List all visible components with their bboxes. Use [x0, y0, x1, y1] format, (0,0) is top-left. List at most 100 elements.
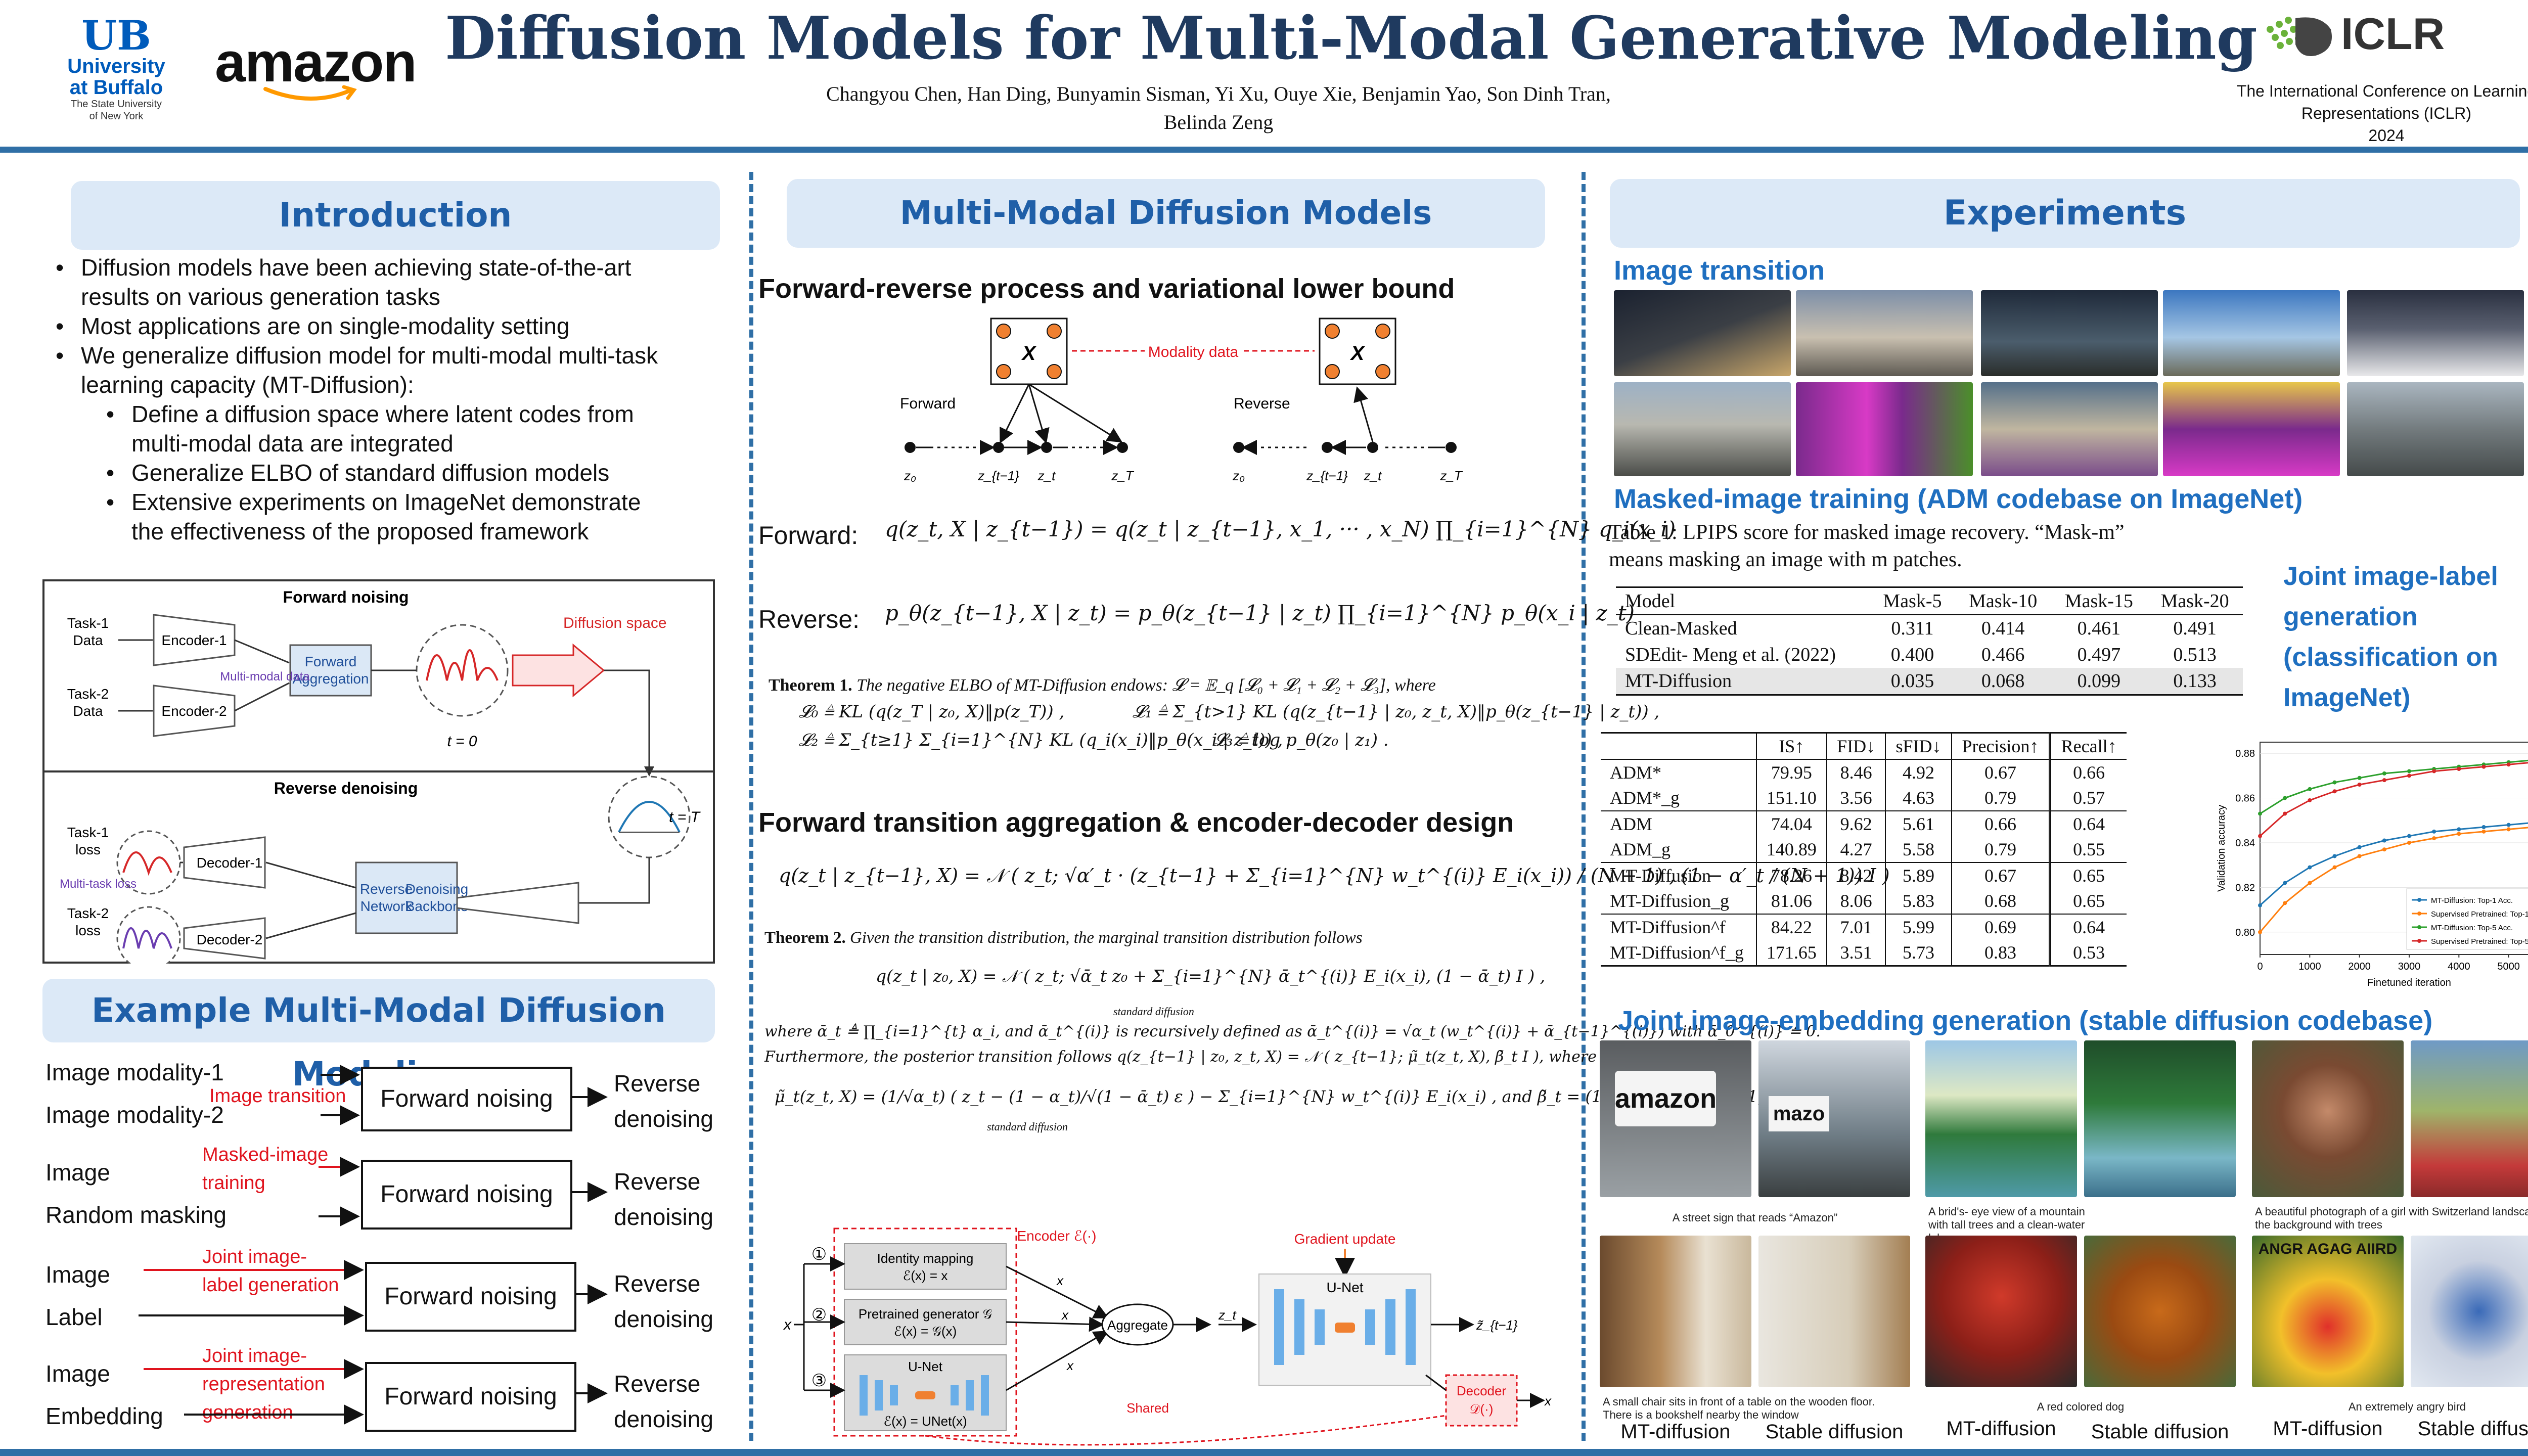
authors-line-2: Belinda Zeng — [1163, 111, 1274, 133]
angry-bird-photo-mt: ANGR AGAG AIIRD — [2252, 1236, 2404, 1387]
caption-dog: A red colored dog — [2037, 1400, 2125, 1413]
svg-text:Identity mapping: Identity mapping — [877, 1251, 974, 1266]
svg-text:Denoising: Denoising — [405, 881, 469, 897]
poster-title: Diffusion Models for Multi-Modal Generat… — [445, 4, 2258, 73]
reverse-graph-label: Reverse — [1234, 395, 1290, 412]
row1-input2: Image modality-2 — [46, 1102, 224, 1128]
svg-text:U-Net: U-Net — [1326, 1280, 1363, 1295]
intro-bullet-2: Most applications are on single-modality… — [56, 311, 733, 341]
svg-text:X: X — [1350, 342, 1366, 365]
modality-data-label: Modality data — [1148, 344, 1239, 360]
mmdm-subheading-2: Forward transition aggregation & encoder… — [758, 807, 1514, 838]
table-row: MT-Diffusion_g 81.06 8.06 5.83 0.68 0.65 — [1601, 888, 2127, 914]
series-4-point — [2407, 774, 2411, 778]
series-1-point — [2432, 829, 2436, 834]
dusk-sky-photo — [1981, 290, 2158, 376]
svg-text:ℰ(x) = UNet(x): ℰ(x) = UNet(x) — [883, 1414, 967, 1429]
joint-embedding-grid: amazon mazo A street sign that reads “Am… — [1600, 1040, 2528, 1450]
girl-photo-mt — [2252, 1040, 2404, 1197]
row4-reverse: Reverse denoising — [614, 1371, 713, 1432]
example-rows: Image modality-1 Image modality-2 Image … — [42, 1052, 745, 1446]
svg-text:z̃_{t−1}: z̃_{t−1} — [1476, 1317, 1518, 1333]
table-row: ADM* 79.95 8.46 4.92 0.67 0.66 — [1601, 759, 2127, 785]
series-1-point — [2357, 845, 2362, 849]
svg-text:ℰ(x) = x: ℰ(x) = x — [903, 1268, 948, 1283]
ub-mark-icon: UB — [81, 12, 151, 59]
row2-input2: Random masking — [46, 1202, 227, 1228]
y-tick-label: 0.82 — [2235, 882, 2255, 893]
legend-marker-3 — [2417, 925, 2421, 929]
example-arrows — [139, 1065, 608, 1425]
highway-photo — [2347, 382, 2524, 476]
multitask-loss-label: Multi-task loss — [60, 877, 137, 891]
x-tick-label: 4000 — [2448, 961, 2470, 972]
joint-label-heading: Joint image-label generation (classifica… — [2283, 562, 2498, 712]
caption-bird: An extremely angry bird — [2348, 1400, 2466, 1413]
series-2-point — [2432, 836, 2436, 841]
caption-girl: A beautiful photograph of a girl with Sw… — [2255, 1205, 2528, 1231]
y-axis-label: Validation accuracy — [2216, 805, 2227, 892]
row4-input1: Image — [46, 1360, 110, 1387]
authors-line-1: Changyou Chen, Han Ding, Bunyamin Sisman… — [826, 82, 1611, 105]
svg-text:U-Net: U-Net — [908, 1359, 943, 1374]
conference-name: The International Conference on Learning… — [2194, 80, 2528, 147]
ub-name-1: University — [67, 55, 165, 77]
mmdm-heading: Multi-Modal Diffusion Models — [787, 179, 1545, 248]
introduction-heading: Introduction — [71, 181, 720, 250]
label-sd-1: Stable diffusion — [1765, 1421, 1904, 1443]
series-1-point — [2457, 827, 2461, 832]
encoder-2-shape — [153, 685, 236, 737]
y-tick-label: 0.86 — [2235, 793, 2255, 804]
masked-training-heading: Masked-image training (ADM codebase on I… — [1614, 484, 2303, 514]
series-3-point — [2332, 780, 2337, 785]
svg-text:z_{t−1}: z_{t−1} — [1306, 468, 1348, 483]
series-1-point — [2332, 854, 2337, 858]
svg-text:z_T: z_T — [1439, 468, 1463, 483]
forward-aggregation-box — [289, 644, 372, 697]
label-mt-1: MT-diffusion — [1620, 1421, 1731, 1443]
encoder-1-shape — [153, 614, 236, 666]
series-2-point — [2457, 832, 2461, 836]
series-3-point — [2308, 787, 2312, 791]
row3-input1: Image — [46, 1261, 110, 1288]
joint-embedding-heading: Joint image-embedding generation (stable… — [1618, 1006, 2433, 1036]
table-row: SDEdit- Meng et al. (2022) 0.400 0.466 0.… — [1625, 644, 2217, 665]
transition-equation: q(z_t | z_{t−1}, X) = 𝒩 ( z_t; √α′_t · (… — [779, 864, 1890, 887]
row4-forward-box: Forward noising — [365, 1362, 576, 1432]
x-tick-label: 0 — [2257, 961, 2263, 972]
ub-sub-1: The State University — [70, 99, 162, 110]
x-axis-label: Finetuned iteration — [2367, 977, 2451, 988]
svg-text:x: x — [1056, 1273, 1064, 1288]
row4-task: Joint image-representation generation — [202, 1345, 325, 1423]
decoder-2-label: Decoder-2 — [197, 932, 263, 947]
svg-text:x: x — [1061, 1307, 1069, 1323]
svg-text:Encoder ℰ(·): Encoder ℰ(·) — [1017, 1228, 1097, 1244]
header-rule — [0, 147, 2528, 153]
ub-logo: UB University at Buffalo The State Unive… — [56, 15, 177, 122]
validation-accuracy-chart: 0.80 0.82 0.84 0.86 0.88 0 1000 2000 3000 4000 500… — [2216, 742, 2528, 988]
ub-name-2: at Buffalo — [69, 76, 163, 99]
row2-input1: Image — [46, 1159, 110, 1186]
series-2-point — [2481, 829, 2486, 834]
svg-text:Task-1: Task-1 — [67, 615, 109, 631]
column-divider-2 — [1582, 172, 1586, 1441]
y-tick-label: 0.88 — [2235, 748, 2255, 759]
x-tick-label: 3000 — [2398, 961, 2421, 972]
gradient-update-label: Gradient update — [1294, 1231, 1396, 1247]
legend-entry-3: MT-Diffusion: Top-5 Acc. — [2431, 924, 2513, 932]
x-tick-label: 5000 — [2497, 961, 2520, 972]
svg-text:③: ③ — [811, 1371, 827, 1390]
forward-noising-title: Forward noising — [283, 588, 409, 606]
lake-photo-sd — [2084, 1040, 2236, 1197]
bottom-rule — [0, 1449, 2528, 1456]
intro-subbullet-1: Define a diffusion space where latent co… — [56, 399, 733, 458]
svg-text:𝒟(·): 𝒟(·) — [1470, 1401, 1494, 1417]
svg-text:Forward: Forward — [305, 654, 357, 669]
street-scene-photo — [1614, 382, 1791, 476]
conf-line-1: The International Conference on Learning — [2236, 82, 2528, 100]
svg-text:ℰ(x) = 𝒢(x): ℰ(x) = 𝒢(x) — [894, 1324, 957, 1339]
row1-reverse: Reverse denoising — [614, 1070, 713, 1132]
theorem-1: Theorem 1. The negative ELBO of MT-Diffu… — [769, 676, 1660, 750]
svg-text:z₀: z₀ — [904, 468, 916, 483]
image-transition-grid — [1614, 290, 2524, 477]
